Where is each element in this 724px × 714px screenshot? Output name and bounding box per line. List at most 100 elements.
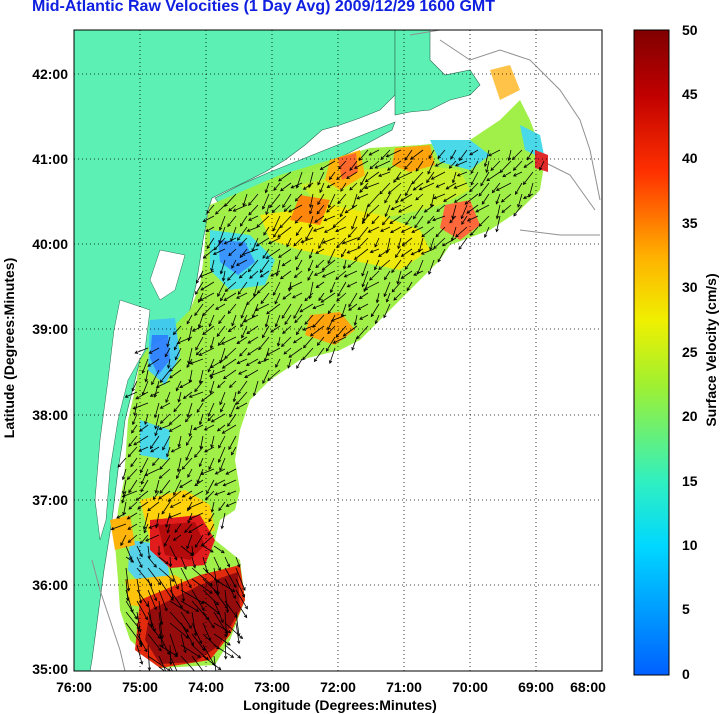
velocity-arrow (230, 226, 237, 242)
velocity-arrow (147, 622, 161, 639)
velocity-arrow-head (448, 165, 453, 169)
velocity-arrow (327, 314, 336, 330)
velocity-arrow (317, 171, 325, 185)
velocity-arrow (327, 325, 336, 334)
velocity-arrow (241, 325, 248, 338)
velocity-arrow-head (428, 155, 432, 160)
velocity-arrow (203, 215, 215, 222)
velocity-arrow (374, 160, 391, 169)
velocity-arrow (236, 391, 248, 405)
velocity-arrow-head (170, 449, 175, 453)
colorbar-tick: 30 (682, 279, 698, 295)
velocity-arrow-head (411, 229, 416, 233)
velocity-arrow-head (225, 471, 230, 475)
velocity-arrow (369, 270, 380, 281)
velocity-arrow-head (209, 390, 213, 394)
velocity-arrow (450, 149, 457, 160)
velocity-arrow (173, 534, 182, 541)
velocity-arrow (347, 281, 358, 288)
velocity-arrow-head (259, 269, 264, 274)
velocity-arrow-head (248, 217, 252, 221)
velocity-arrow-head (209, 364, 214, 369)
velocity-arrow (213, 622, 231, 634)
velocity-arrow-head (180, 683, 183, 686)
velocity-arrow (147, 644, 150, 671)
velocity-arrow-head (231, 322, 235, 327)
velocity-arrow-head (205, 496, 209, 501)
velocity-arrow-head (239, 353, 243, 357)
velocity-arrow-head (176, 468, 181, 473)
velocity-arrow (237, 358, 248, 364)
velocity-arrow-head (374, 320, 379, 325)
velocity-arrow (237, 380, 248, 394)
velocity-arrow-head (413, 272, 417, 276)
velocity-arrow-head (327, 260, 331, 265)
velocity-arrow-head (153, 414, 158, 419)
velocity-arrow (195, 281, 204, 295)
velocity-arrow (195, 336, 204, 351)
velocity-arrow-head (165, 524, 169, 528)
velocity-arrow-head (383, 314, 387, 319)
velocity-arrow (185, 446, 193, 461)
velocity-arrow (379, 182, 391, 195)
velocity-arrow-head (336, 176, 340, 181)
velocity-arrow-head (495, 200, 499, 205)
velocity-arrow-head (208, 590, 213, 594)
velocity-arrow-head (260, 300, 265, 305)
velocity-arrow-head (142, 526, 147, 531)
velocity-arrow-head (426, 179, 430, 184)
velocity-arrow-head (130, 559, 135, 563)
velocity-arrow-head (436, 208, 441, 213)
velocity-arrow (396, 171, 413, 180)
velocity-arrow-head (143, 529, 147, 534)
velocity-arrow-head (421, 233, 425, 238)
velocity-arrow-head (522, 195, 527, 199)
velocity-arrow (123, 501, 127, 515)
velocity-arrow (309, 248, 314, 259)
velocity-arrow-head (168, 515, 173, 519)
velocity-arrow-head (323, 229, 328, 233)
velocity-arrow-head (200, 471, 204, 476)
velocity-arrow (295, 193, 303, 202)
velocity-arrow-head (227, 277, 231, 281)
velocity-arrow-head (327, 326, 331, 331)
velocity-arrow-head (164, 353, 169, 358)
velocity-arrow-head (179, 604, 183, 609)
velocity-arrow (191, 633, 206, 651)
velocity-arrow-head (144, 616, 148, 621)
velocity-arrow (140, 534, 149, 544)
velocity-arrow-head (395, 254, 399, 258)
velocity-arrow (242, 248, 259, 256)
velocity-arrow-head (351, 346, 355, 351)
velocity-arrow-head (181, 598, 186, 603)
velocity-arrow (305, 226, 314, 240)
velocity-arrow (315, 248, 325, 254)
velocity-arrow (395, 248, 402, 258)
colorbar-label: Surface Velocity (cm/s) (703, 273, 719, 426)
velocity-arrow (213, 633, 231, 646)
velocity-arrow (239, 270, 248, 279)
velocity-arrow (253, 281, 259, 297)
velocity-arrow (278, 248, 292, 258)
velocity-arrow (427, 160, 435, 175)
velocity-arrow-head (414, 224, 418, 229)
velocity-arrow (240, 215, 248, 227)
velocity-arrow-head (168, 428, 173, 432)
velocity-arrow-head (110, 526, 115, 531)
velocity-arrow (262, 325, 270, 338)
velocity-arrow-head (374, 266, 378, 271)
velocity-arrow (277, 336, 281, 346)
velocity-arrow (217, 336, 226, 346)
velocity-arrow-head (359, 189, 363, 193)
velocity-arrow-head (186, 364, 190, 369)
velocity-arrow-head (430, 176, 435, 180)
velocity-arrow (213, 611, 228, 634)
velocity-arrow-head (124, 394, 129, 398)
velocity-arrow (466, 204, 479, 214)
velocity-arrow-head (315, 284, 320, 288)
velocity-arrow (431, 171, 446, 180)
velocity-arrow-head (369, 277, 373, 281)
velocity-arrow-head (134, 615, 138, 620)
velocity-arrow (130, 457, 138, 467)
velocity-arrow-head (353, 165, 358, 169)
